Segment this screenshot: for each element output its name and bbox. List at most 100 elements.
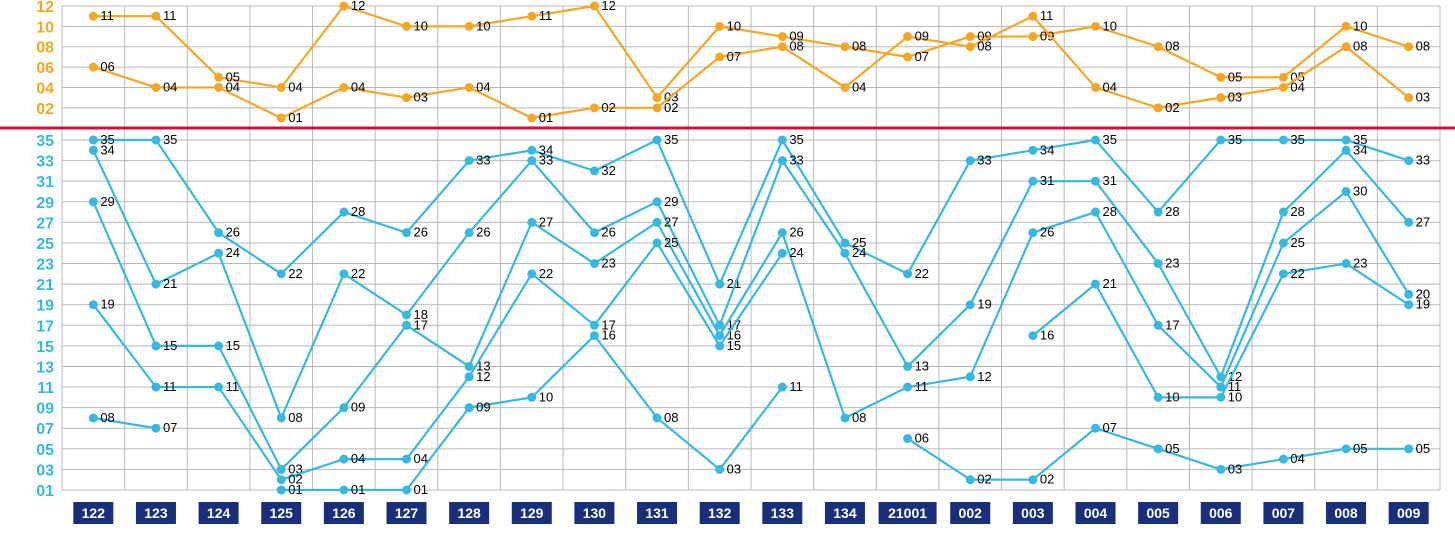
bottom-series-point bbox=[277, 486, 286, 495]
top-series-point bbox=[214, 73, 223, 82]
bottom-series-point-label: 19 bbox=[977, 297, 991, 312]
bottom-series-point bbox=[903, 434, 912, 443]
bottom-series-point bbox=[590, 228, 599, 237]
bottom-series-point-label: 24 bbox=[789, 245, 803, 260]
bottom-axis-tick: 19 bbox=[36, 298, 54, 315]
bottom-series-point-label: 02 bbox=[977, 472, 991, 487]
bottom-series-point bbox=[1091, 208, 1100, 217]
bottom-series-point bbox=[277, 413, 286, 422]
top-series-point-label: 11 bbox=[539, 8, 553, 23]
bottom-series-point-label: 06 bbox=[915, 431, 929, 446]
bottom-series-point-label: 22 bbox=[915, 266, 929, 281]
top-series-point-label: 10 bbox=[414, 18, 428, 33]
bottom-series-point bbox=[1028, 228, 1037, 237]
x-category-label: 122 bbox=[82, 505, 106, 521]
bottom-series-point bbox=[402, 321, 411, 330]
top-series-point bbox=[214, 83, 223, 92]
bottom-series-point-label: 15 bbox=[163, 338, 177, 353]
bottom-series-point bbox=[527, 146, 536, 155]
bottom-axis-tick: 07 bbox=[36, 421, 54, 438]
top-series-point-label: 03 bbox=[1416, 90, 1430, 105]
bottom-series-point-label: 22 bbox=[288, 266, 302, 281]
top-series-point-label: 08 bbox=[1165, 39, 1179, 54]
top-series-point-label: 08 bbox=[1416, 39, 1430, 54]
bottom-series-point-label: 33 bbox=[1416, 153, 1430, 168]
bottom-series-point-label: 35 bbox=[664, 132, 678, 147]
bottom-series-point bbox=[715, 280, 724, 289]
bottom-series-point-label: 05 bbox=[1165, 441, 1179, 456]
bottom-series-point bbox=[89, 300, 98, 309]
top-series-point bbox=[1216, 93, 1225, 102]
top-series-point-label: 08 bbox=[1353, 39, 1367, 54]
bottom-series-point-label: 19 bbox=[100, 297, 114, 312]
bottom-series-point bbox=[339, 403, 348, 412]
bottom-series-point-label: 34 bbox=[100, 142, 114, 157]
bottom-series-point bbox=[527, 269, 536, 278]
bottom-series-point-label: 01 bbox=[288, 482, 302, 497]
bottom-series-point bbox=[89, 146, 98, 155]
bottom-series-point-label: 24 bbox=[226, 245, 240, 260]
bottom-series-point bbox=[1154, 321, 1163, 330]
top-series-point-label: 11 bbox=[100, 8, 114, 23]
bottom-series-point-label: 23 bbox=[601, 256, 615, 271]
top-series-point-label: 01 bbox=[539, 110, 553, 125]
bottom-series-point-label: 15 bbox=[727, 338, 741, 353]
bottom-series-point-label: 35 bbox=[1228, 132, 1242, 147]
x-category-label: 006 bbox=[1209, 505, 1233, 521]
top-series-point bbox=[590, 2, 599, 11]
top-series-point bbox=[1342, 42, 1351, 51]
bottom-series-point bbox=[715, 465, 724, 474]
bottom-series-point bbox=[1404, 290, 1413, 299]
bottom-series-point bbox=[1091, 136, 1100, 145]
bottom-series-point bbox=[903, 269, 912, 278]
bottom-series-point-label: 26 bbox=[789, 225, 803, 240]
x-category-label: 128 bbox=[457, 505, 481, 521]
top-series-point-label: 03 bbox=[414, 90, 428, 105]
bottom-series-point-label: 21 bbox=[1103, 276, 1117, 291]
bottom-series-point bbox=[277, 269, 286, 278]
bottom-series-point-label: 25 bbox=[664, 235, 678, 250]
bottom-series-point bbox=[1342, 259, 1351, 268]
top-series-point bbox=[89, 63, 98, 72]
bottom-series-point bbox=[151, 280, 160, 289]
bottom-series-point bbox=[1091, 177, 1100, 186]
bottom-series-point bbox=[840, 238, 849, 247]
top-series-point-label: 08 bbox=[852, 39, 866, 54]
top-series-point bbox=[277, 83, 286, 92]
bottom-series-point bbox=[590, 331, 599, 340]
bottom-series-point bbox=[653, 238, 662, 247]
top-series-point bbox=[715, 22, 724, 31]
top-series-point-label: 08 bbox=[789, 39, 803, 54]
bottom-series-point-label: 21 bbox=[163, 276, 177, 291]
bottom-series-point-label: 32 bbox=[601, 163, 615, 178]
bottom-series-point-label: 33 bbox=[476, 153, 490, 168]
bottom-series-point bbox=[778, 228, 787, 237]
top-series-point-label: 10 bbox=[476, 18, 490, 33]
bottom-series-point bbox=[402, 455, 411, 464]
bottom-axis-tick: 17 bbox=[36, 318, 54, 335]
bottom-series-point bbox=[653, 413, 662, 422]
bottom-series-point-label: 28 bbox=[1290, 204, 1304, 219]
bottom-series-point bbox=[590, 321, 599, 330]
bottom-series-point bbox=[214, 383, 223, 392]
top-series-point bbox=[151, 12, 160, 21]
bottom-series-point bbox=[778, 249, 787, 258]
top-series-point bbox=[402, 93, 411, 102]
top-series-point bbox=[1154, 103, 1163, 112]
bottom-series-point bbox=[1279, 208, 1288, 217]
bottom-series-point-label: 28 bbox=[1165, 204, 1179, 219]
top-series-point-label: 01 bbox=[288, 110, 302, 125]
bottom-series-point-label: 24 bbox=[852, 245, 866, 260]
bottom-series-point-label: 26 bbox=[601, 225, 615, 240]
top-series-point-label: 12 bbox=[351, 0, 365, 13]
bottom-series-point bbox=[653, 218, 662, 227]
top-series-point-label: 11 bbox=[1040, 8, 1054, 23]
top-series-point-label: 07 bbox=[727, 49, 741, 64]
top-series-point bbox=[778, 42, 787, 51]
top-axis-tick: 12 bbox=[36, 0, 54, 16]
top-series-point bbox=[277, 114, 286, 123]
top-series-point bbox=[1028, 32, 1037, 41]
bottom-series-point-label: 04 bbox=[351, 451, 365, 466]
top-series-point bbox=[465, 83, 474, 92]
bottom-series-point bbox=[465, 403, 474, 412]
